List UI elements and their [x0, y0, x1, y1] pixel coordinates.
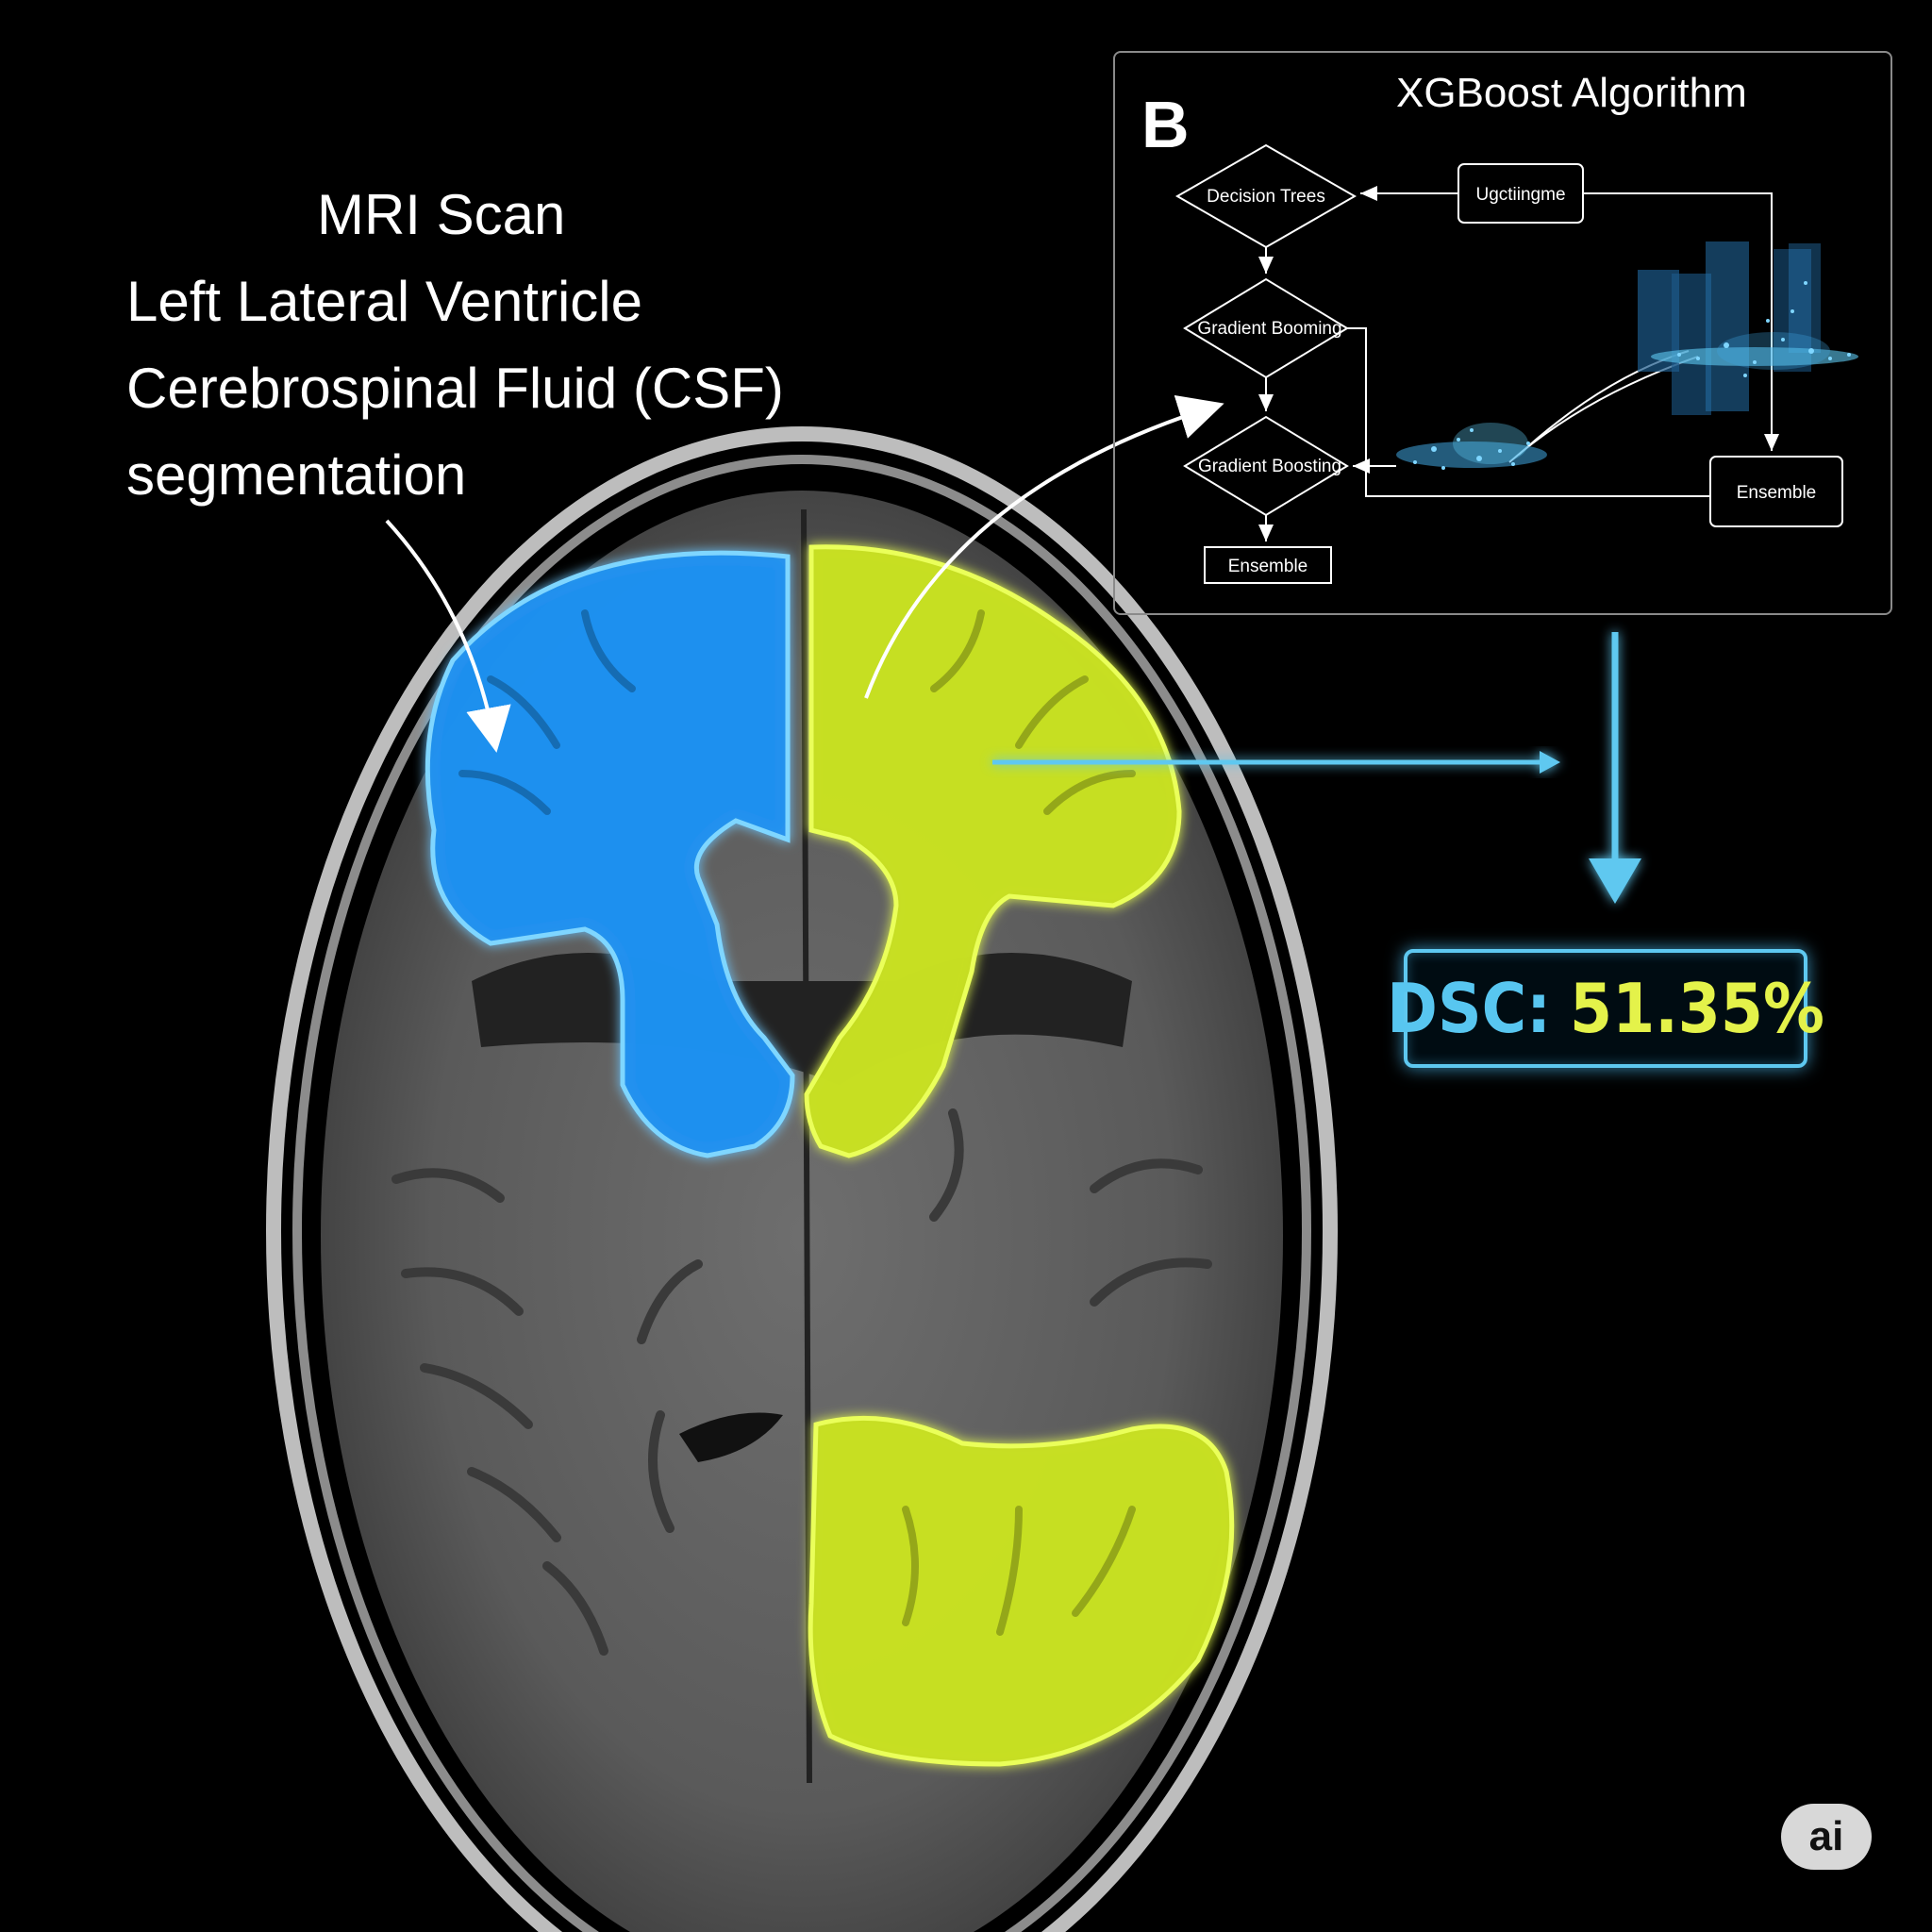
segmentation-green-upper	[804, 544, 1182, 1158]
skull-inner	[292, 455, 1311, 1932]
panel-b-frame	[1113, 51, 1892, 615]
midline	[801, 508, 812, 1784]
panel-title: XGBoost Algorithm	[1396, 70, 1747, 116]
xgboost-flowchart: Decision Trees Gradient Booming Gradient…	[1174, 143, 1858, 584]
gyri-right	[929, 1108, 1212, 1307]
panel-letter: B	[1141, 88, 1190, 161]
panel-arrow	[864, 394, 1224, 699]
caption-fluid: Cerebrospinal Fluid (CSF)	[126, 357, 784, 420]
caption-title: MRI Scan	[317, 183, 566, 246]
svg-text:Gradient Boosting: Gradient Boosting	[1198, 457, 1341, 476]
ai-badge: ai	[1781, 1804, 1872, 1870]
posterior-ventricle	[679, 1412, 783, 1462]
segmentation-green-lower	[808, 1415, 1235, 1767]
dsc-metric-box: DSC: 51.35%	[1387, 949, 1824, 1068]
cyan-horizontal-arrow	[992, 751, 1560, 774]
node-gradient-boosting-2: Gradient Boosting	[1183, 415, 1349, 517]
svg-text:Decision Trees: Decision Trees	[1207, 187, 1325, 207]
dsc-value: 51.35%	[1570, 969, 1824, 1048]
dsc-label: DSC:	[1387, 969, 1552, 1048]
caption: MRI Scan Left Lateral Ventricle Cerebros…	[126, 172, 881, 519]
node-ensemble-right: Ensemble	[1709, 456, 1843, 527]
segment-gyri	[458, 609, 1136, 1636]
cyan-vertical-arrow	[1589, 632, 1641, 904]
data-particles	[1396, 281, 1858, 470]
caption-task: segmentation	[126, 443, 467, 507]
svg-text:Ensemble: Ensemble	[1737, 483, 1817, 503]
caption-structure: Left Lateral Ventricle	[126, 270, 643, 333]
svg-text:Gradient Booming: Gradient Booming	[1197, 319, 1341, 339]
caption-arrow	[385, 519, 511, 753]
node-decision-trees: Decision Trees	[1174, 143, 1357, 249]
node-ensemble-bottom: Ensemble	[1204, 546, 1332, 584]
svg-text:Ugctiingme: Ugctiingme	[1475, 185, 1565, 205]
skull-outer	[266, 426, 1338, 1932]
gyri-left	[391, 1168, 703, 1656]
mri-brain	[266, 426, 1338, 1932]
svg-text:Ensemble: Ensemble	[1228, 557, 1308, 576]
